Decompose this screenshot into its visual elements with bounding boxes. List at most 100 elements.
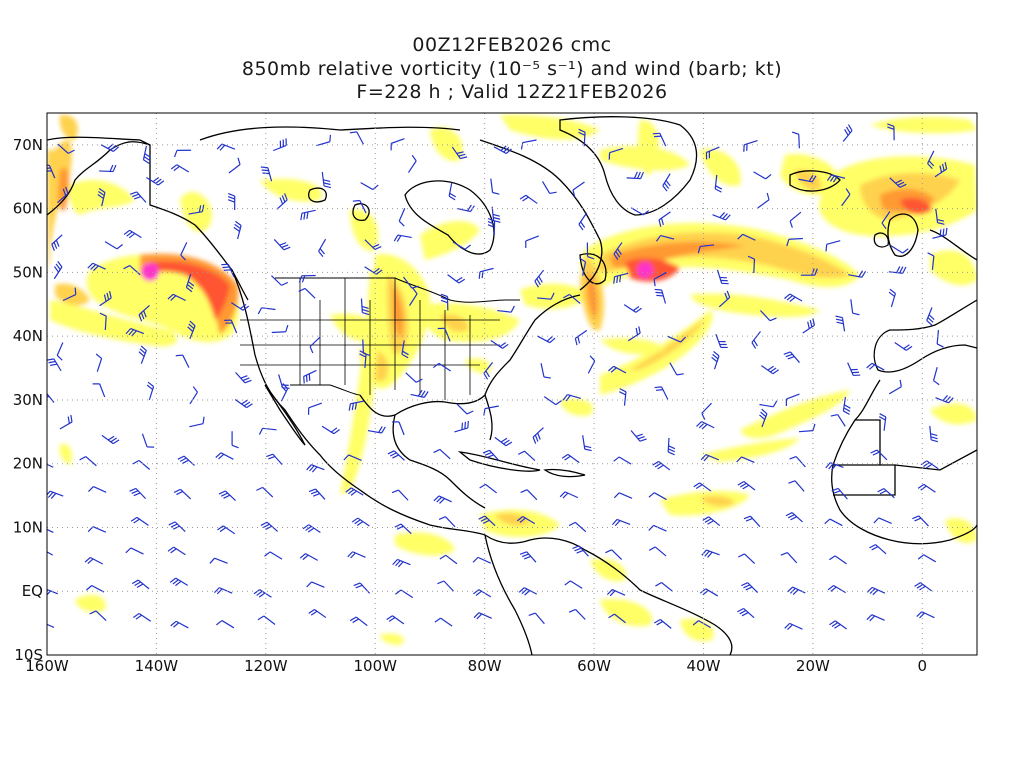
lat-tick-label: 50N — [13, 263, 43, 281]
wind-barb — [572, 181, 585, 197]
lat-tick-label: 10S — [14, 646, 43, 664]
wind-barb — [407, 154, 417, 173]
wind-barb — [716, 269, 729, 285]
wind-barb — [611, 518, 631, 527]
wind-barb — [432, 362, 452, 372]
wind-barb — [623, 304, 642, 313]
wind-barb — [448, 182, 457, 201]
wind-barb — [272, 138, 287, 152]
wind-barb — [929, 425, 939, 443]
wind-barb — [132, 459, 151, 470]
wind-barb — [258, 427, 277, 435]
wind-barb — [434, 617, 453, 627]
wind-barb — [654, 386, 669, 400]
wind-barb — [360, 298, 370, 316]
wind-barb — [737, 480, 756, 491]
wind-barb — [218, 490, 236, 502]
wind-barb — [705, 146, 720, 160]
wind-barb — [866, 362, 885, 371]
wind-barb — [789, 211, 802, 228]
wind-barb — [392, 558, 411, 568]
border-sahel — [894, 449, 977, 471]
wind-barb — [842, 124, 853, 142]
coastlines — [47, 116, 977, 655]
wind-barb — [934, 162, 948, 178]
wind-barb — [741, 582, 759, 593]
wind-barb — [613, 456, 632, 465]
wind-barb — [718, 290, 731, 308]
wind-barb — [870, 449, 888, 461]
wind-barb — [47, 392, 55, 403]
wind-barb — [216, 143, 236, 151]
wind-barb — [387, 450, 405, 461]
wind-barb — [138, 304, 150, 322]
wind-barb — [256, 486, 274, 498]
wind-barb — [447, 274, 466, 284]
wind-barb — [451, 146, 468, 160]
coast-great-bear-lake — [308, 187, 327, 203]
wind-barb — [130, 516, 149, 526]
wind-barb — [655, 581, 673, 592]
wind-barb — [393, 234, 412, 242]
wind-barb — [123, 229, 142, 239]
wind-barb — [830, 414, 846, 427]
wind-barb — [173, 149, 191, 158]
coast-hispaniola — [543, 468, 586, 478]
wind-barb — [662, 173, 671, 192]
wind-barb — [653, 618, 672, 629]
wind-barb — [605, 549, 623, 561]
wind-barb — [224, 319, 238, 334]
wind-barb — [483, 405, 499, 416]
wind-barb — [483, 362, 494, 380]
wind-barb — [528, 612, 545, 625]
wind-barb — [227, 192, 236, 211]
wind-barb — [784, 622, 803, 630]
plot-area — [47, 113, 977, 655]
wind-barb — [747, 255, 756, 274]
lon-tick-label: 80W — [468, 657, 502, 675]
wind-barb — [936, 329, 944, 348]
wind-barb — [561, 453, 580, 464]
wind-barb — [652, 132, 667, 147]
wind-barb — [491, 206, 501, 223]
wind-barb — [702, 516, 721, 527]
coast-mexico-east — [392, 414, 486, 509]
wind-barb — [367, 426, 386, 434]
border-west-africa — [833, 464, 896, 496]
wind-barb — [125, 547, 144, 555]
wind-barb — [848, 270, 867, 278]
wind-barb — [654, 288, 667, 304]
wind-barb — [409, 287, 418, 306]
lat-tick-label: 40N — [13, 327, 43, 345]
wind-barb — [926, 307, 935, 326]
lat-tick-label: 30N — [13, 391, 43, 409]
wind-barb — [88, 486, 107, 493]
wind-barb — [759, 310, 777, 322]
lat-tick-label: 70N — [13, 136, 43, 154]
wind-barb — [308, 488, 326, 500]
wind-barb — [658, 211, 671, 227]
wind-barb — [276, 193, 288, 210]
title-line-1: 00Z12FEB2026 cmc — [412, 34, 612, 56]
wind-barb — [390, 138, 405, 151]
lat-tick-label: 10N — [13, 518, 43, 536]
wind-barb — [743, 515, 761, 527]
wind-barb — [131, 579, 150, 590]
wind-barb — [298, 274, 316, 283]
coast-baja — [264, 384, 306, 446]
wind-barb — [648, 524, 667, 532]
wind-barb — [520, 139, 537, 150]
wind-barb — [798, 423, 816, 433]
wind-barb — [280, 383, 289, 402]
wind-barb — [391, 489, 409, 501]
wind-barb — [648, 546, 667, 557]
wind-barb — [99, 290, 112, 307]
wind-barb — [87, 262, 106, 272]
wind-barb — [784, 293, 803, 303]
wind-barb — [47, 551, 54, 556]
wind-barb — [401, 340, 409, 359]
wind-barb — [167, 546, 186, 556]
wind-barb — [667, 437, 676, 456]
wind-barb — [101, 434, 120, 445]
wind-barb — [168, 521, 186, 532]
